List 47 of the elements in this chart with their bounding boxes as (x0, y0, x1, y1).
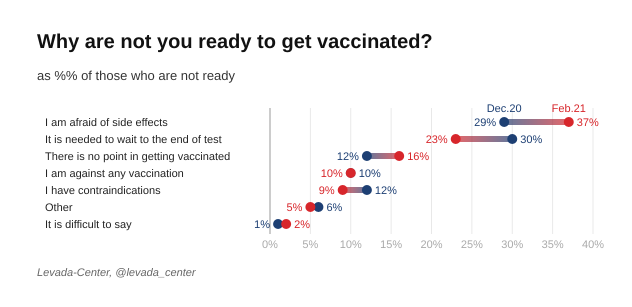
x-tick-label: 0% (262, 239, 278, 251)
data-label: 16% (407, 151, 430, 163)
x-tick-label: 35% (542, 239, 564, 251)
data-label: 6% (326, 202, 343, 214)
data-label: 12% (374, 185, 398, 197)
point (305, 202, 316, 212)
point (499, 117, 510, 127)
x-tick-label: 5% (302, 239, 319, 251)
x-tick-label: 40% (582, 239, 604, 251)
data-label: 29% (474, 117, 496, 129)
point (362, 151, 372, 161)
data-label: 23% (426, 134, 448, 146)
y-tick-label: It is needed to wait to the end of test (45, 134, 222, 146)
point (394, 151, 404, 161)
point (273, 219, 284, 229)
y-tick-label: I am against any vaccination (45, 168, 184, 180)
x-tick-label: 30% (501, 239, 524, 251)
data-label: 9% (318, 185, 335, 197)
series-label: Feb.21 (552, 103, 586, 115)
point (564, 117, 574, 127)
data-label: 37% (576, 117, 600, 129)
data-label: 12% (336, 151, 360, 163)
x-tick-label: 10% (340, 239, 362, 251)
y-tick-label: I have contraindications (45, 185, 162, 197)
text: Levada-Center, @levada_center (37, 267, 197, 279)
y-tick-label: I am afraid of side effects (45, 117, 168, 129)
point (362, 185, 372, 195)
point (313, 202, 324, 212)
x-tick-label: 15% (380, 239, 402, 251)
chart-title: Why are not you ready to get vaccinated? (37, 31, 433, 53)
point (507, 134, 518, 144)
data-label: 5% (286, 202, 303, 214)
y-tick-label: It is difficult to say (45, 219, 132, 231)
series-label: Dec.20 (486, 103, 522, 115)
data-label: 1% (254, 219, 270, 231)
data-label: 2% (294, 219, 310, 231)
text: as %% of those who are not ready (37, 68, 236, 83)
x-tick-label: 20% (420, 239, 443, 251)
data-label: 30% (520, 134, 542, 146)
y-tick-label: There is no point in getting vaccinated (45, 151, 230, 163)
data-label: 10% (320, 168, 343, 180)
point (281, 219, 292, 229)
point (450, 134, 461, 144)
x-tick-label: 25% (460, 239, 484, 251)
point (338, 185, 348, 195)
y-tick-label: Other (45, 202, 73, 214)
data-label: 10% (358, 168, 381, 180)
